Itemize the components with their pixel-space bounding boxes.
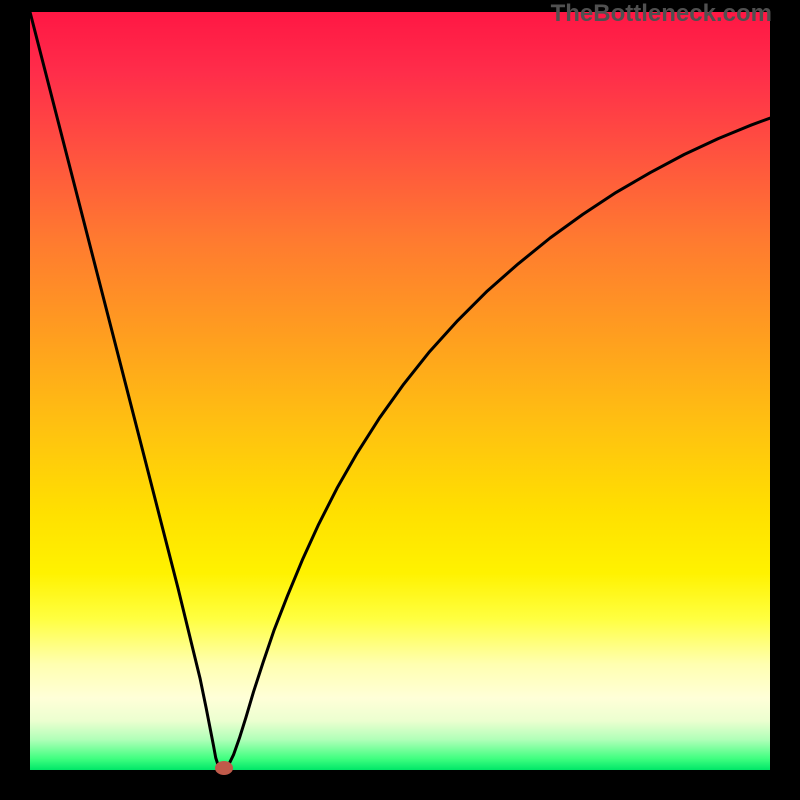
gradient-background (30, 12, 770, 770)
watermark-text: TheBottleneck.com (551, 0, 772, 28)
optimum-marker (215, 761, 233, 775)
chart-container: TheBottleneck.com (0, 0, 800, 800)
plot-area (30, 12, 770, 770)
